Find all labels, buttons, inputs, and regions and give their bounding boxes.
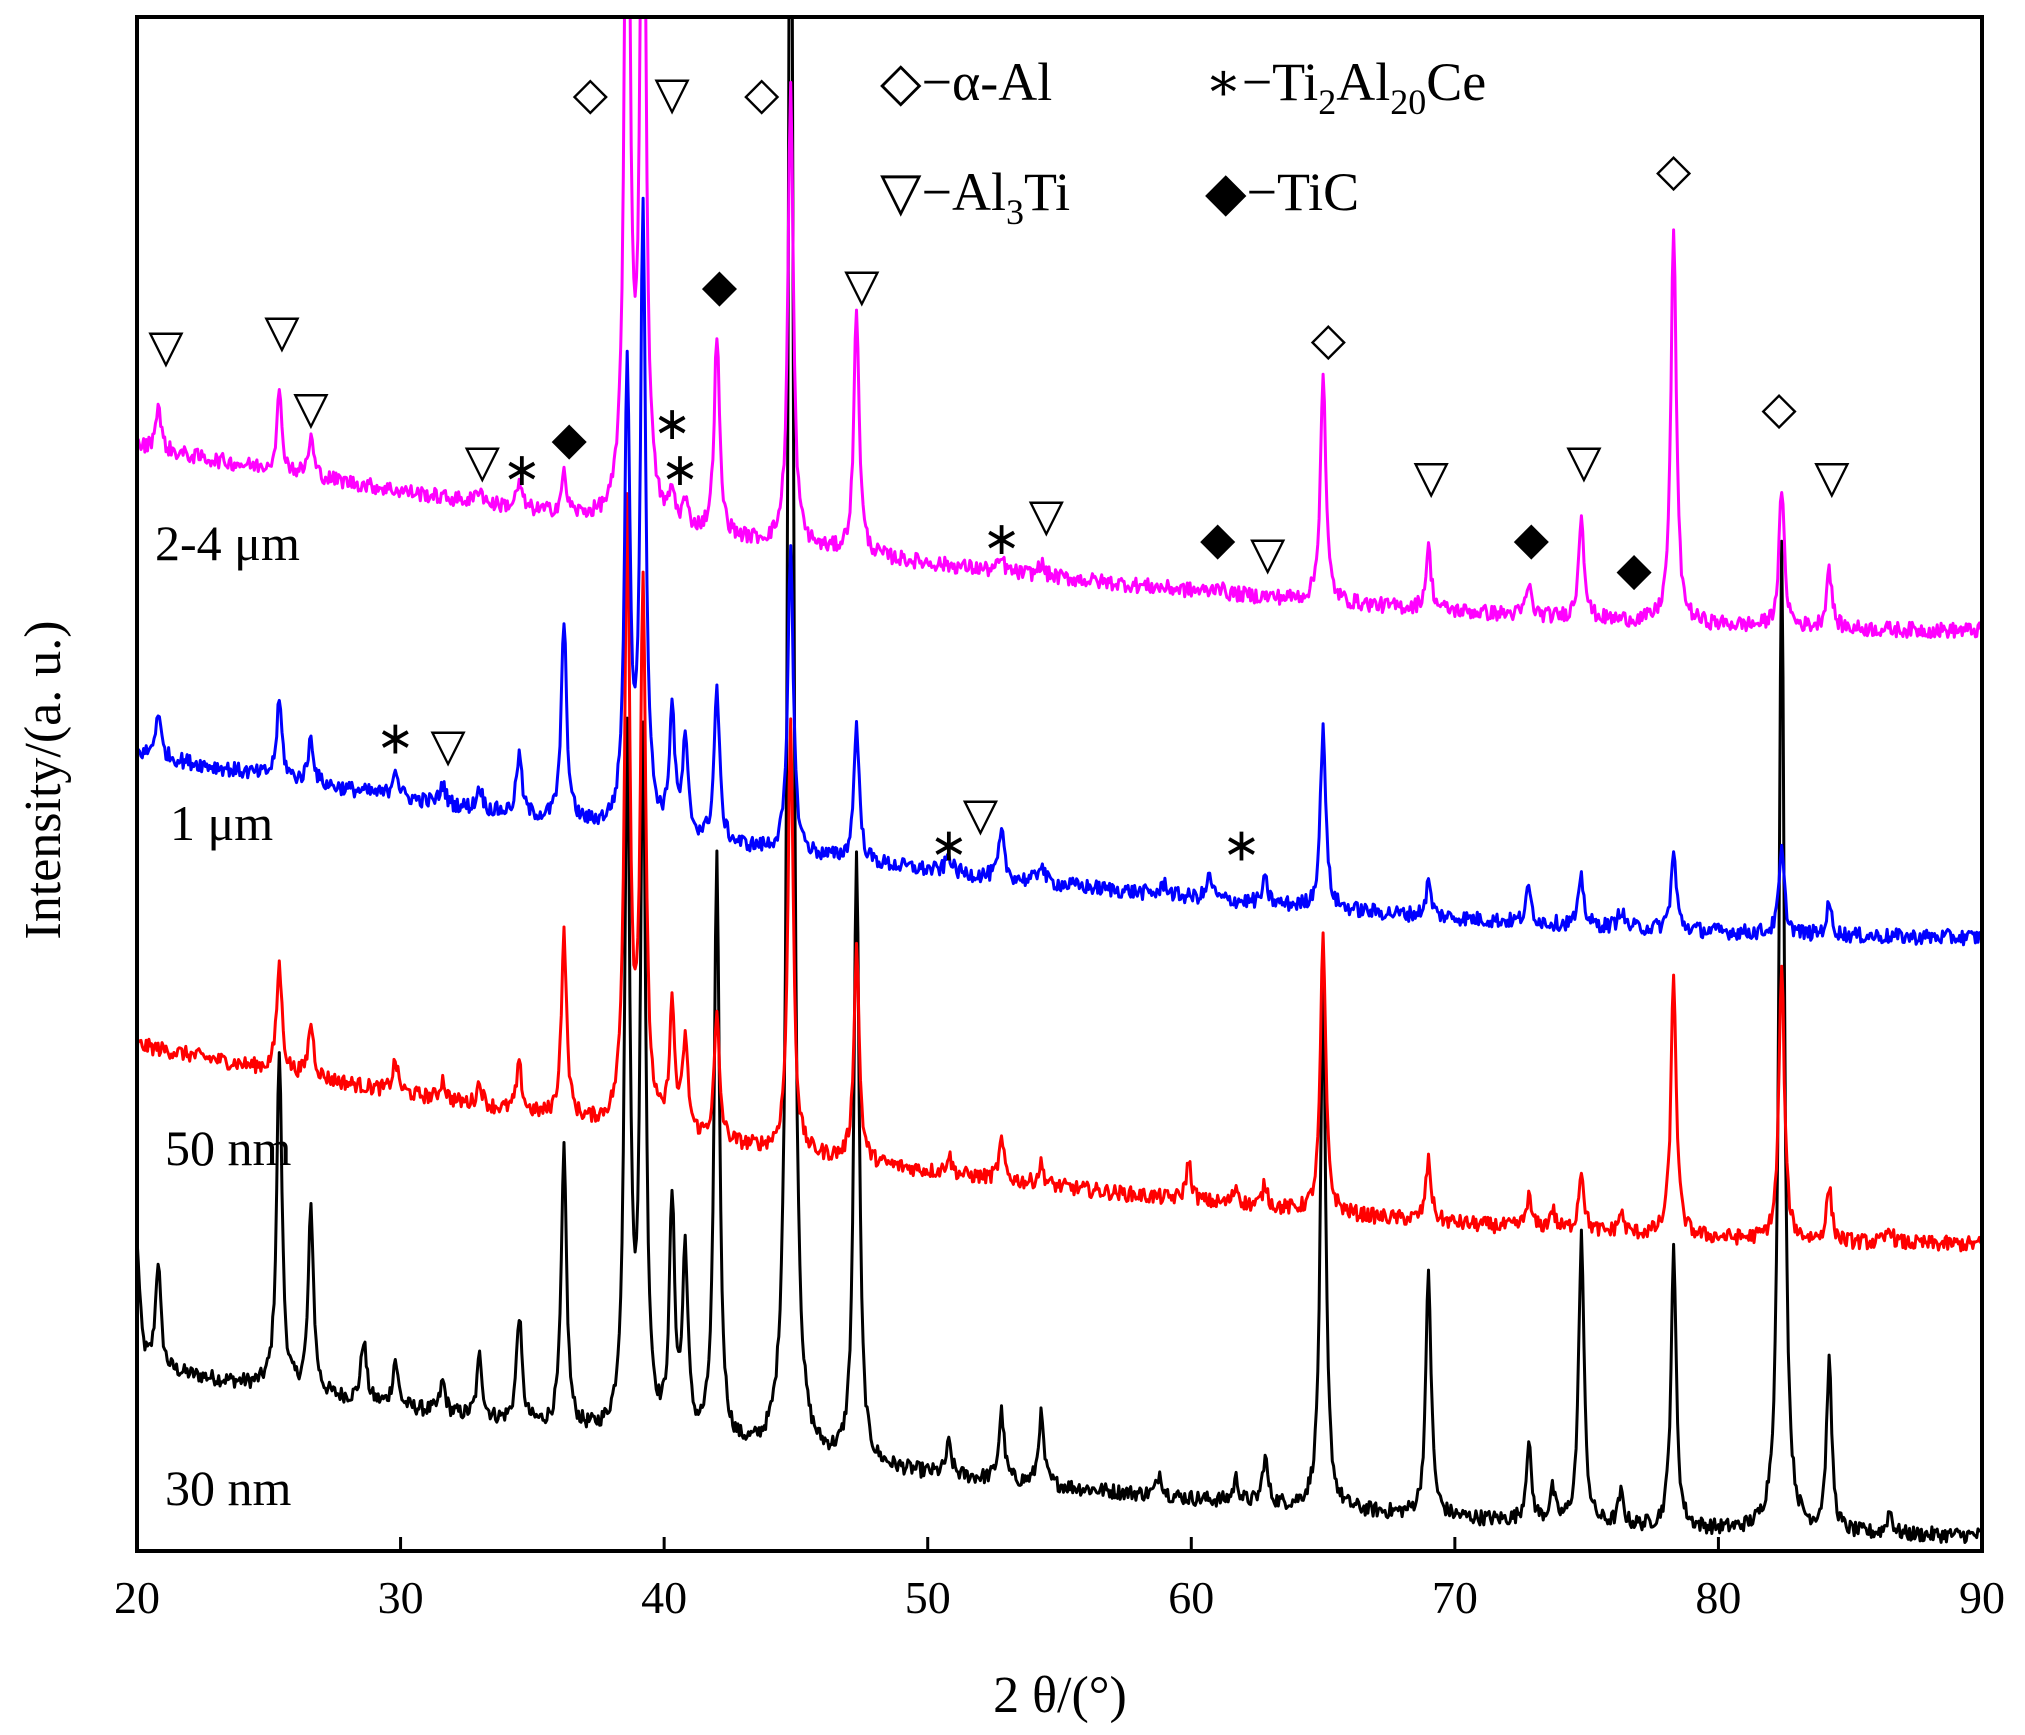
peak-marker-6: ▽ bbox=[293, 381, 329, 435]
peak-marker-20: ◆ bbox=[1514, 511, 1550, 565]
x-tick-label-30: 30 bbox=[378, 1572, 424, 1623]
peak-marker-18: ◇ bbox=[1311, 311, 1347, 365]
peak-marker-26: ▽ bbox=[430, 718, 466, 772]
peak-marker-9: ◆ bbox=[552, 411, 588, 465]
x-tick-label-40: 40 bbox=[641, 1572, 687, 1623]
series-line-1-m bbox=[137, 196, 1982, 947]
series-line-2-4-m bbox=[137, 17, 1982, 639]
x-tick-label-90: 90 bbox=[1959, 1572, 2005, 1623]
peak-marker-21: ▽ bbox=[1566, 434, 1602, 488]
y-axis-title: Intensity/(a. u.) bbox=[15, 620, 72, 939]
peak-marker-3: ◇ bbox=[1656, 143, 1692, 197]
legend-entry-tic: ◆−TiC bbox=[1205, 162, 1359, 222]
peak-marker-2: ◇ bbox=[744, 66, 780, 120]
peak-marker-17: ▽ bbox=[1250, 526, 1286, 580]
series-layer bbox=[137, 17, 1982, 1544]
peak-marker-0: ◇ bbox=[573, 66, 609, 120]
peak-marker-25: ∗ bbox=[376, 710, 415, 764]
series-label-1: 1 μm bbox=[170, 795, 273, 851]
x-axis-ticks: 20 30 40 50 60 70 80 90 bbox=[114, 1537, 2005, 1623]
series-label-2: 50 nm bbox=[165, 1120, 292, 1176]
x-tick-label-80: 80 bbox=[1695, 1572, 1741, 1623]
legend-entry-alpha-al: ◇−α-Al bbox=[880, 52, 1052, 112]
peak-marker-5: ▽ bbox=[264, 304, 300, 358]
peak-marker-4: ▽ bbox=[148, 319, 184, 373]
peak-marker-15: ▽ bbox=[1029, 488, 1065, 542]
peak-marker-8: ∗ bbox=[503, 442, 542, 496]
x-tick-label-60: 60 bbox=[1168, 1572, 1214, 1623]
peak-marker-1: ▽ bbox=[654, 66, 690, 120]
series-line-30-nm bbox=[137, 17, 1982, 1544]
peak-marker-22: ◆ bbox=[1616, 542, 1652, 596]
x-tick-label-70: 70 bbox=[1432, 1572, 1478, 1623]
peak-marker-10: ∗ bbox=[653, 396, 692, 450]
series-label-0: 2-4 μm bbox=[155, 515, 300, 571]
peak-annotations: ◇ ▽ ◇◇▽ ▽▽▽ ∗◆ ∗∗◆ ▽∗ ▽ ◆ ▽◇▽◆▽◆◇▽∗ ▽∗▽∗ bbox=[148, 66, 1850, 872]
peak-marker-24: ▽ bbox=[1814, 450, 1850, 504]
x-tick-label-20: 20 bbox=[114, 1572, 160, 1623]
series-label-3: 30 nm bbox=[165, 1460, 292, 1516]
peak-marker-27: ∗ bbox=[930, 818, 969, 872]
peak-marker-11: ∗ bbox=[661, 442, 700, 496]
x-axis-title: 2 θ/(°) bbox=[993, 1667, 1127, 1724]
peak-marker-19: ▽ bbox=[1413, 450, 1449, 504]
x-tick-label-50: 50 bbox=[905, 1572, 951, 1623]
series-labels: 2-4 μm 1 μm 50 nm 30 nm bbox=[155, 515, 300, 1516]
peak-marker-29: ∗ bbox=[1222, 818, 1261, 872]
peak-marker-16: ◆ bbox=[1200, 511, 1236, 565]
peak-marker-28: ▽ bbox=[963, 787, 999, 841]
legend-entry-al3ti: ▽−Al3Ti bbox=[880, 162, 1070, 232]
series-line-50-nm bbox=[137, 492, 1982, 1253]
peak-marker-13: ▽ bbox=[844, 258, 880, 312]
peak-marker-14: ∗ bbox=[982, 511, 1021, 565]
legend-entry-ti2al20ce: ∗−Ti2Al20Ce bbox=[1205, 52, 1486, 122]
peak-marker-12: ◆ bbox=[702, 258, 738, 312]
peak-marker-7: ▽ bbox=[465, 434, 501, 488]
plot-frame bbox=[135, 15, 1984, 1553]
legend: ◇−α-Al ∗−Ti2Al20Ce ▽−Al3Ti ◆−TiC bbox=[880, 52, 1486, 232]
peak-marker-23: ◇ bbox=[1761, 381, 1797, 435]
